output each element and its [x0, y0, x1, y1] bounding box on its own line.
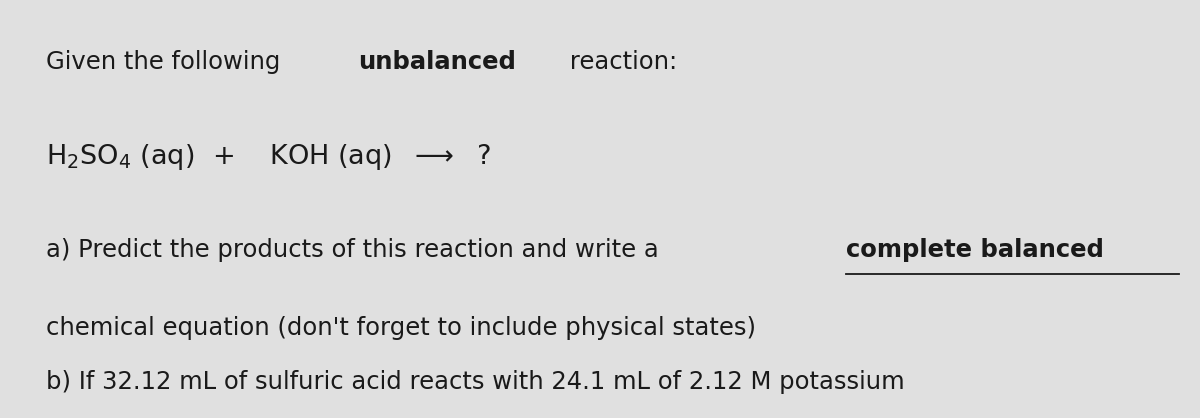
- Text: a) Predict the products of this reaction and write a: a) Predict the products of this reaction…: [46, 238, 666, 262]
- Text: b) If 32.12 mL of sulfuric acid reacts with 24.1 mL of 2.12 M potassium: b) If 32.12 mL of sulfuric acid reacts w…: [46, 370, 905, 394]
- Text: H$_2$SO$_4$ (aq)  +    KOH (aq)  $\longrightarrow$  ?: H$_2$SO$_4$ (aq) + KOH (aq) $\longrighta…: [46, 142, 491, 172]
- Text: reaction:: reaction:: [562, 50, 677, 74]
- Text: chemical equation (don't forget to include physical states): chemical equation (don't forget to inclu…: [46, 316, 756, 339]
- Text: Given the following: Given the following: [46, 50, 288, 74]
- Text: complete balanced: complete balanced: [846, 238, 1104, 262]
- Text: unbalanced: unbalanced: [358, 50, 516, 74]
